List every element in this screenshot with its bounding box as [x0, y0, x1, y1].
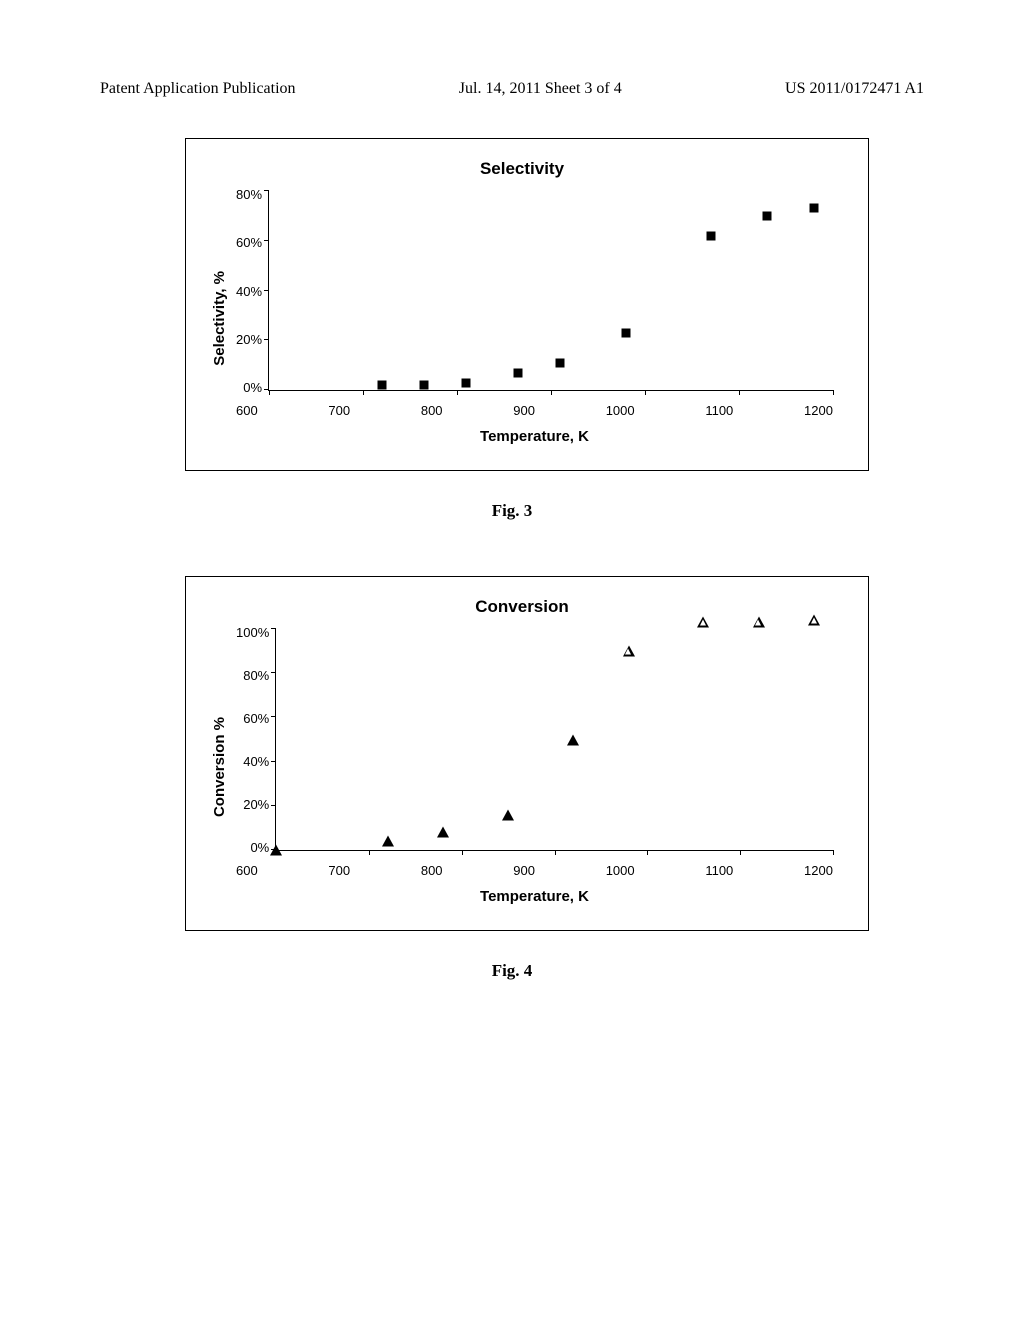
chart1-ytick: 60% — [236, 235, 262, 250]
chart1-xtick: 1000 — [606, 403, 635, 418]
chart2-point — [697, 617, 709, 628]
chart2-xtick: 600 — [236, 863, 258, 878]
chart1-yticks: 80% 60% 40% 20% 0% — [236, 187, 268, 395]
chart2-ylabel: Conversion % — [211, 717, 228, 817]
chart2-ytick: 80% — [243, 668, 269, 683]
header-center: Jul. 14, 2011 Sheet 3 of 4 — [459, 80, 622, 98]
chart1-point — [556, 358, 565, 367]
chart1-xtick: 1100 — [705, 403, 733, 418]
chart2-ytick: 20% — [243, 797, 269, 812]
chart1-plot — [268, 191, 833, 391]
chart1-ytick: 80% — [236, 187, 262, 202]
figure-caption-4: Fig. 4 — [0, 961, 1024, 981]
chart1-xticks: 600 700 800 900 1000 1100 1200 — [236, 403, 833, 418]
chart2-point — [270, 845, 282, 856]
chart1-point — [462, 378, 471, 387]
chart2-title: Conversion — [211, 597, 833, 617]
chart2-point — [382, 836, 394, 847]
chart1-point — [420, 381, 429, 390]
chart1-title: Selectivity — [211, 159, 833, 179]
chart1-point — [514, 368, 523, 377]
chart2-ytick: 100% — [236, 625, 269, 640]
chart1-point — [706, 231, 715, 240]
chart2-point — [502, 809, 514, 820]
chart2-plot — [275, 629, 833, 851]
chart1-xlabel: Temperature, K — [236, 428, 833, 445]
chart1-point — [622, 328, 631, 337]
chart1-point — [377, 381, 386, 390]
chart2-point — [753, 617, 765, 628]
chart1-point — [763, 211, 772, 220]
chart1-xtick: 1200 — [804, 403, 833, 418]
chart2-ytick: 40% — [243, 754, 269, 769]
chart2-point — [567, 734, 579, 745]
chart2-point — [437, 827, 449, 838]
chart1-xtick: 800 — [421, 403, 443, 418]
chart1-ytick: 20% — [236, 332, 262, 347]
figure-caption-3: Fig. 3 — [0, 501, 1024, 521]
page-header: Patent Application Publication Jul. 14, … — [0, 0, 1024, 108]
chart2-xtick: 1100 — [705, 863, 733, 878]
chart2-ytick: 60% — [243, 711, 269, 726]
header-right: US 2011/0172471 A1 — [785, 80, 924, 98]
chart2-xtick: 700 — [328, 863, 350, 878]
chart2-xtick: 1200 — [804, 863, 833, 878]
chart1-ytick: 40% — [236, 284, 262, 299]
chart-selectivity: Selectivity Selectivity, % 80% 60% 40% 20% 0… — [185, 138, 869, 471]
chart2-xticks: 600 700 800 900 1000 1100 1200 — [236, 863, 833, 878]
chart1-xtick: 900 — [513, 403, 535, 418]
chart2-point — [623, 646, 635, 657]
chart2-xtick: 900 — [513, 863, 535, 878]
chart1-ytick: 0% — [243, 380, 262, 395]
chart2-xtick: 800 — [421, 863, 443, 878]
chart1-ylabel: Selectivity, % — [211, 271, 228, 366]
chart2-ytick: 0% — [250, 840, 269, 855]
chart-conversion: Conversion Conversion % 100% 80% 60% 40% 20%… — [185, 576, 869, 931]
chart1-point — [810, 204, 819, 213]
chart1-xtick: 600 — [236, 403, 258, 418]
chart1-area: Selectivity, % 80%60%40%20%0% 6007008009… — [211, 191, 833, 445]
chart1-xtick: 700 — [328, 403, 350, 418]
chart2-xtick: 1000 — [606, 863, 635, 878]
chart2-area: Conversion % 100%80%60%40%20%0% 60070080… — [211, 629, 833, 905]
chart2-xlabel: Temperature, K — [236, 888, 833, 905]
chart2-point — [808, 615, 820, 626]
header-left: Patent Application Publication — [100, 80, 296, 98]
chart2-yticks: 100% 80% 60% 40% 20% 0% — [236, 625, 275, 855]
